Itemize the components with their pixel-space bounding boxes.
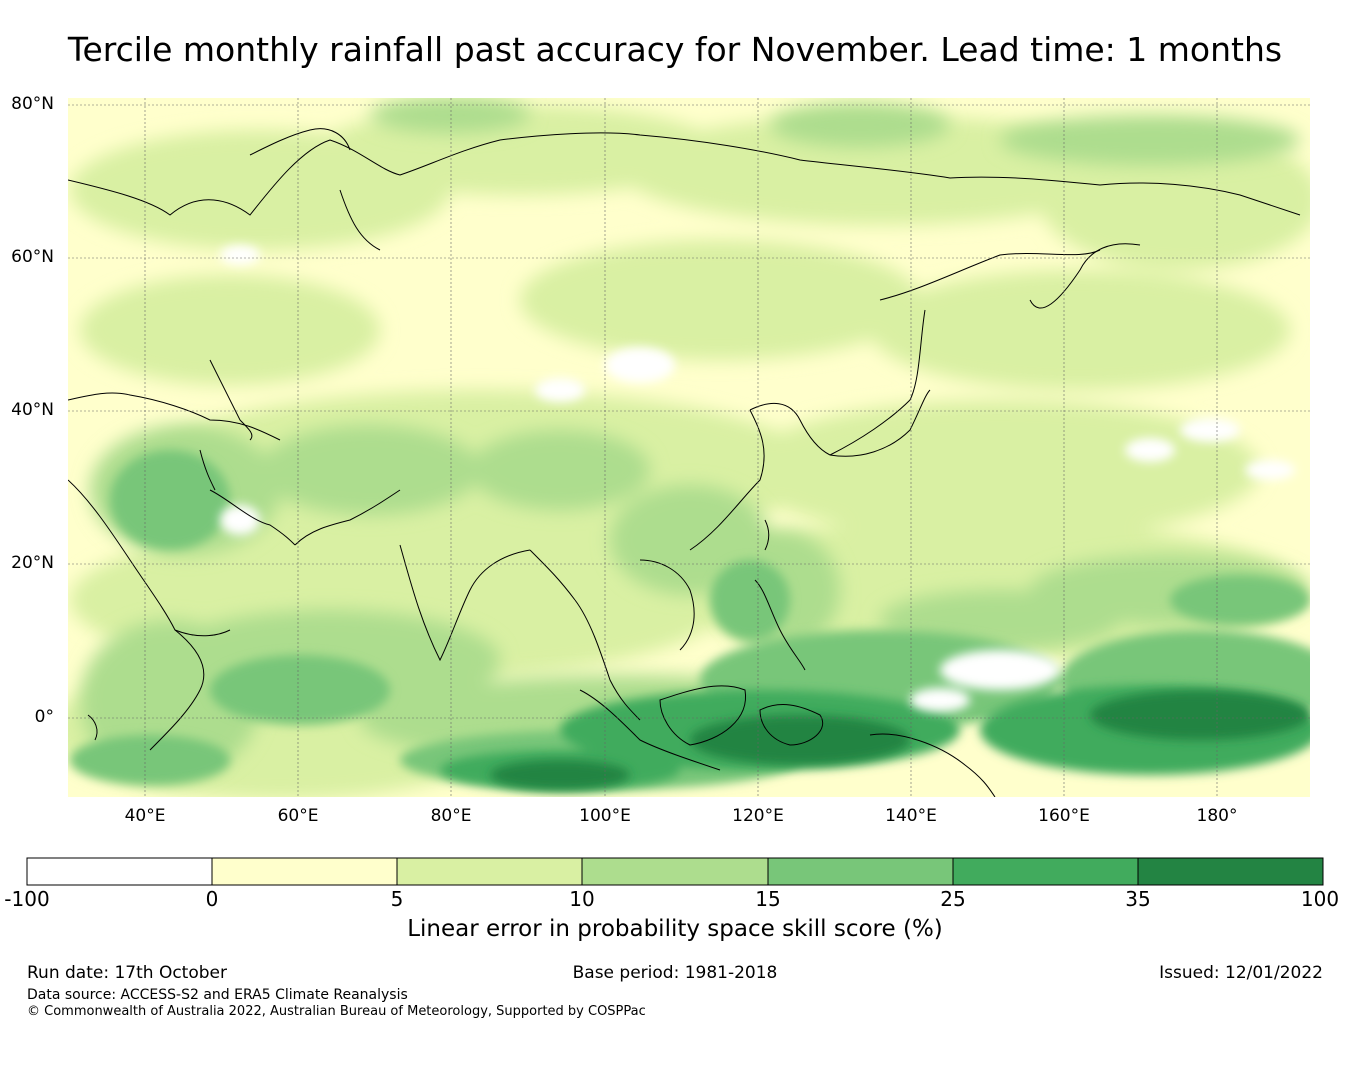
- colorbar-bin: [953, 858, 1138, 885]
- run-date: Run date: 17th October: [27, 963, 227, 983]
- map-title: Tercile monthly rainfall past accuracy f…: [67, 30, 1283, 69]
- issued-date: Issued: 12/01/2022: [1159, 963, 1323, 983]
- colorbar-tick: 100: [1300, 887, 1340, 911]
- lon-label: 40°E: [124, 806, 166, 826]
- field-white: [220, 245, 1295, 712]
- colorbar-tick: 25: [940, 887, 966, 911]
- colorbar-bin: [397, 858, 582, 885]
- colorbar-tick: 10: [569, 887, 595, 911]
- lon-label: 140°E: [885, 806, 937, 826]
- colorbar-tick: 5: [390, 887, 404, 911]
- colorbar-tick: -100: [4, 887, 50, 911]
- colorbar-bin: [582, 858, 768, 885]
- colorbar-bin: [768, 858, 953, 885]
- lon-label: 80°E: [430, 806, 472, 826]
- lon-label: 100°E: [579, 806, 631, 826]
- copyright: © Commonwealth of Australia 2022, Austra…: [27, 1004, 646, 1019]
- colorbar-tick: 15: [755, 887, 781, 911]
- lat-label: 60°N: [11, 247, 54, 267]
- lat-label: 20°N: [11, 553, 54, 573]
- colorbar-frame: [26, 857, 1324, 886]
- colorbar-bin: [1138, 858, 1323, 885]
- data-source: Data source: ACCESS-S2 and ERA5 Climate …: [27, 987, 408, 1003]
- colorbar-tick: 35: [1125, 887, 1151, 911]
- colorbar-bin: [212, 858, 397, 885]
- colorbar: [26, 857, 1324, 886]
- lat-label: 0°: [34, 707, 54, 727]
- base-period: Base period: 1981-2018: [572, 963, 778, 983]
- lon-label: 180°: [1196, 806, 1238, 826]
- skill-field: [68, 98, 1310, 797]
- colorbar-label: Linear error in probability space skill …: [407, 916, 943, 942]
- colorbar-bin: [27, 858, 212, 885]
- lon-label: 60°E: [277, 806, 319, 826]
- lon-label: 120°E: [732, 806, 784, 826]
- field-darkest-green: [490, 690, 1310, 790]
- lat-label: 40°N: [11, 400, 54, 420]
- gridlines: [68, 98, 1310, 797]
- lat-label: 80°N: [11, 94, 54, 114]
- coastlines: [68, 128, 1301, 797]
- colorbar-tick: 0: [205, 887, 219, 911]
- lon-label: 160°E: [1038, 806, 1090, 826]
